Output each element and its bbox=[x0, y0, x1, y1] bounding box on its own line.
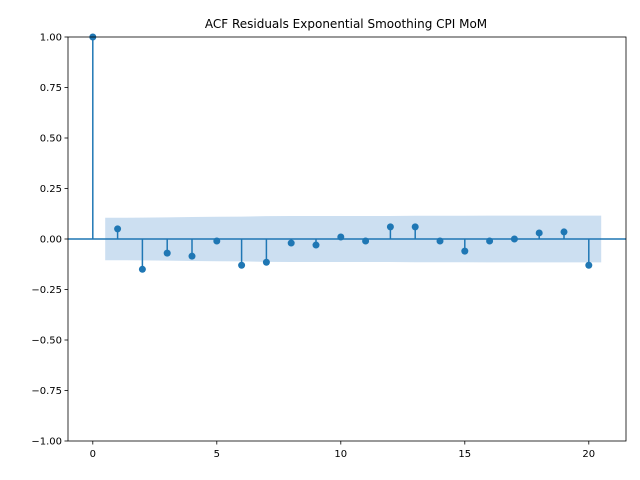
y-tick-label-0: −1.00 bbox=[31, 437, 62, 448]
x-tick-label-0: 0 bbox=[90, 449, 96, 460]
marker-lag-18 bbox=[535, 229, 543, 237]
stem-layer bbox=[68, 33, 626, 273]
x-tick-label-10: 10 bbox=[334, 449, 347, 460]
y-tick-label-2: −0.50 bbox=[31, 336, 62, 347]
marker-lag-10 bbox=[337, 233, 345, 241]
marker-lag-16 bbox=[486, 237, 494, 245]
x-tick-label-5: 5 bbox=[214, 449, 220, 460]
x-tick-label-15: 15 bbox=[458, 449, 471, 460]
y-tick-label-4: 0.00 bbox=[40, 235, 62, 246]
marker-lag-7 bbox=[262, 258, 270, 266]
marker-lag-6 bbox=[238, 261, 246, 269]
marker-lag-2 bbox=[138, 265, 146, 273]
y-tick-label-7: 0.75 bbox=[40, 83, 62, 94]
marker-lag-1 bbox=[114, 225, 122, 233]
y-tick-label-1: −0.75 bbox=[31, 386, 62, 397]
marker-lag-8 bbox=[287, 239, 295, 247]
y-tick-label-8: 1.00 bbox=[40, 33, 62, 44]
y-tick-label-6: 0.50 bbox=[40, 134, 62, 145]
chart-title: ACF Residuals Exponential Smoothing CPI … bbox=[205, 17, 487, 31]
marker-lag-19 bbox=[560, 228, 568, 236]
marker-lag-14 bbox=[436, 237, 444, 245]
marker-lag-20 bbox=[585, 261, 593, 269]
y-tick-label-5: 0.25 bbox=[40, 184, 62, 195]
x-tick-label-20: 20 bbox=[582, 449, 595, 460]
marker-lag-9 bbox=[312, 241, 320, 249]
marker-lag-4 bbox=[188, 252, 196, 260]
marker-lag-3 bbox=[163, 249, 171, 257]
marker-lag-17 bbox=[510, 235, 518, 243]
marker-lag-15 bbox=[461, 247, 469, 255]
marker-lag-13 bbox=[411, 223, 419, 231]
marker-lag-5 bbox=[213, 237, 221, 245]
axes: 0 5 10 15 20 −1.00 −0.75 −0.50 −0.25 0.00 0.25 0.50… bbox=[31, 33, 627, 460]
marker-lag-12 bbox=[386, 223, 394, 231]
marker-lag-11 bbox=[362, 237, 370, 245]
y-tick-label-3: −0.25 bbox=[31, 285, 62, 296]
